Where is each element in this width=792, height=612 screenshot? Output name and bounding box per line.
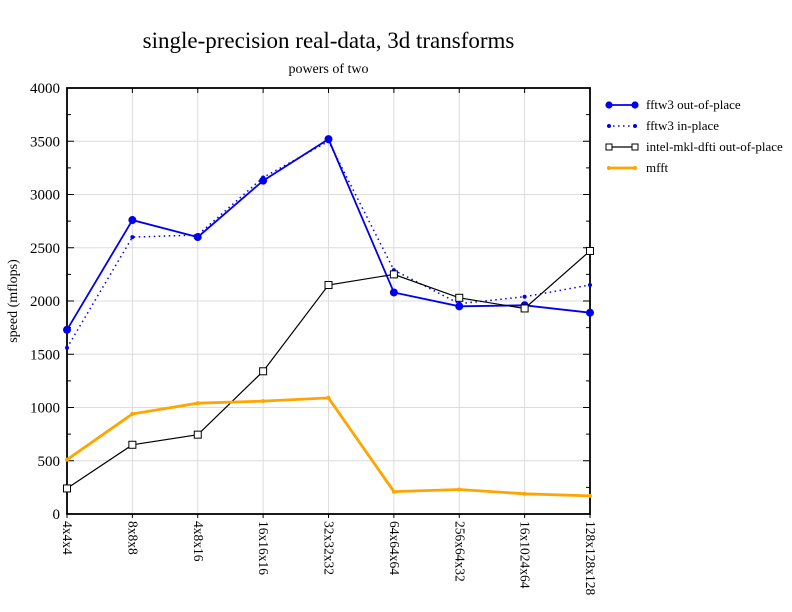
- y-tick-label: 1000: [30, 401, 60, 417]
- data-point-marker: [389, 270, 398, 279]
- series-fftw3-out-of-place: [63, 135, 594, 334]
- legend-item: mfft: [604, 157, 783, 178]
- chart-title: single-precision real-data, 3d transform…: [142, 28, 515, 53]
- chart-subtitle: powers of two: [288, 62, 369, 77]
- data-point-marker: [195, 401, 200, 406]
- data-point-marker: [522, 491, 527, 496]
- legend-sample-line-icon: [605, 143, 639, 150]
- data-point-marker: [259, 367, 268, 376]
- legend-label: fftw3 in-place: [646, 117, 720, 133]
- y-tick-label: 3500: [30, 134, 60, 150]
- x-tick-label: 8x8x8: [125, 521, 140, 555]
- data-point-marker: [128, 440, 137, 449]
- data-point-marker: [261, 175, 266, 180]
- legend-marker: [607, 165, 611, 170]
- legend-marker: [633, 165, 637, 170]
- x-tick-label: 16x1024x64: [518, 521, 533, 589]
- data-point-marker: [130, 235, 135, 240]
- x-tick-label: 4x8x16: [191, 521, 206, 562]
- data-point-marker: [130, 411, 135, 416]
- legend-label: fftw3 out-of-place: [646, 96, 741, 112]
- legend-marker: [605, 100, 613, 109]
- legend-marker: [631, 143, 639, 150]
- data-point-marker: [259, 176, 268, 185]
- legend-sample-line-icon: [607, 165, 637, 170]
- legend-sample-dotted-line-icon: [607, 123, 637, 128]
- data-point-marker: [128, 216, 137, 225]
- y-tick-label: 1500: [30, 347, 60, 363]
- y-tick-label: 2000: [30, 294, 60, 310]
- data-point-marker: [326, 139, 331, 144]
- legend-marker: [607, 123, 611, 128]
- data-point-marker: [588, 493, 592, 498]
- data-point-marker: [193, 430, 202, 439]
- data-point-marker: [65, 345, 69, 350]
- data-point-marker: [63, 325, 71, 334]
- legend-item: fftw3 in-place: [604, 115, 783, 136]
- data-point-marker: [63, 484, 71, 493]
- series-intel-mkl-dfti-out-of-place: [63, 246, 594, 493]
- data-point-marker: [326, 395, 331, 400]
- y-tick-label: 4000: [30, 81, 60, 97]
- data-point-marker: [455, 293, 464, 302]
- data-point-marker: [391, 489, 396, 494]
- data-point-marker: [588, 283, 592, 288]
- data-point-marker: [195, 232, 200, 237]
- legend: fftw3 out-of-place fftw3 in-place intel-mk…: [604, 94, 783, 178]
- data-point-marker: [389, 288, 398, 297]
- data-point-marker: [520, 304, 529, 313]
- y-tick-label: 0: [53, 507, 61, 523]
- data-point-marker: [455, 302, 464, 311]
- legend-marker: [631, 100, 639, 109]
- x-tick-label: 32x32x32: [322, 521, 337, 575]
- data-point-marker: [522, 294, 527, 299]
- legend-marker: [633, 123, 637, 128]
- x-tick-label: 16x16x16: [256, 521, 271, 575]
- legend-label: mfft: [646, 159, 669, 175]
- data-point-marker: [457, 487, 462, 492]
- legend-label: intel-mkl-dfti out-of-place: [646, 138, 783, 154]
- y-tick-label: 2500: [30, 241, 60, 257]
- data-point-marker: [193, 233, 202, 242]
- data-point-marker: [457, 301, 462, 306]
- data-point-marker: [261, 399, 266, 404]
- legend-item: intel-mkl-dfti out-of-place: [604, 136, 783, 157]
- x-tick-label: 64x64x64: [387, 521, 402, 575]
- legend-marker: [605, 143, 613, 150]
- y-tick-label: 500: [38, 454, 61, 470]
- data-point-marker: [586, 308, 594, 317]
- data-point-marker: [324, 281, 333, 290]
- x-tick-label: 256x64x32: [452, 521, 467, 582]
- y-tick-label: 3000: [30, 188, 60, 204]
- x-tick-label: 4x4x4: [60, 521, 75, 555]
- series-mfft: [65, 395, 592, 498]
- data-point-marker: [65, 457, 69, 462]
- legend-sample-line-icon: [605, 100, 639, 109]
- x-tick-label: 128x128x128: [583, 521, 598, 596]
- data-point-marker: [324, 135, 333, 144]
- data-point-marker: [586, 246, 594, 255]
- legend-item: fftw3 out-of-place: [604, 94, 783, 115]
